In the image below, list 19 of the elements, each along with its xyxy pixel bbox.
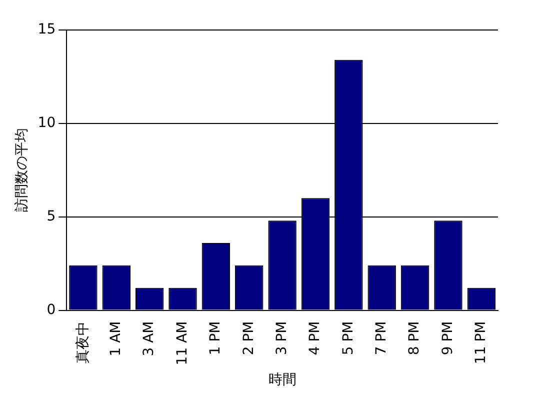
x-axis-title: 時間: [268, 372, 296, 388]
x-tick-label: 1 PM: [208, 321, 224, 356]
x-tick-label: 5 PM: [340, 321, 356, 356]
x-tick-label: 9 PM: [440, 321, 456, 356]
x-tick-label: 3 PM: [274, 321, 290, 356]
y-tick-label: 10: [38, 115, 56, 132]
x-tick-label: 2 PM: [240, 321, 257, 356]
x-tick-label: 7 PM: [374, 321, 390, 356]
x-tick-label: 真夜中: [74, 321, 91, 364]
x-tick-label: 1 AM: [108, 321, 124, 356]
x-tick-label: 11 PM: [473, 321, 490, 364]
x-tick-label: 4 PM: [307, 321, 324, 356]
x-tick-label: 8 PM: [406, 321, 423, 356]
y-tick-label: 15: [38, 22, 56, 38]
y-tick-label: 0: [46, 302, 56, 318]
y-tick-label: 5: [46, 208, 56, 224]
x-tick-label: 11 AM: [174, 321, 190, 366]
y-axis-title: 訪問数の平均: [14, 128, 30, 212]
x-tick-label: 3 AM: [141, 321, 158, 356]
